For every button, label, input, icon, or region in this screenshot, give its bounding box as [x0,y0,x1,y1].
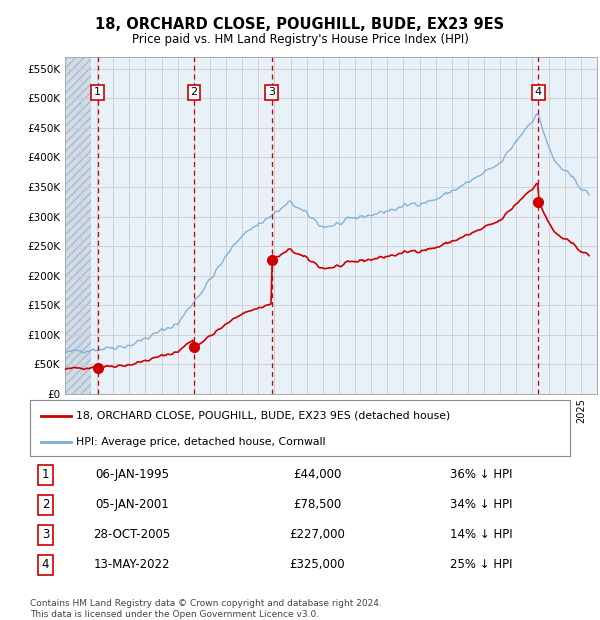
Text: Contains HM Land Registry data © Crown copyright and database right 2024.
This d: Contains HM Land Registry data © Crown c… [30,599,382,619]
Text: 18, ORCHARD CLOSE, POUGHILL, BUDE, EX23 9ES (detached house): 18, ORCHARD CLOSE, POUGHILL, BUDE, EX23 … [76,410,450,420]
Text: 2: 2 [42,498,49,511]
Text: HPI: Average price, detached house, Cornwall: HPI: Average price, detached house, Corn… [76,436,325,447]
Text: 36% ↓ HPI: 36% ↓ HPI [449,469,512,482]
Text: 28-OCT-2005: 28-OCT-2005 [94,528,171,541]
Text: 4: 4 [535,87,542,97]
Text: 4: 4 [42,558,49,571]
Text: £325,000: £325,000 [289,558,345,571]
Text: 2: 2 [190,87,197,97]
Text: 3: 3 [42,528,49,541]
Text: 1: 1 [42,469,49,482]
Text: £227,000: £227,000 [289,528,345,541]
Text: 3: 3 [268,87,275,97]
Text: 25% ↓ HPI: 25% ↓ HPI [449,558,512,571]
Text: £44,000: £44,000 [293,469,341,482]
Text: 13-MAY-2022: 13-MAY-2022 [94,558,170,571]
Text: 18, ORCHARD CLOSE, POUGHILL, BUDE, EX23 9ES: 18, ORCHARD CLOSE, POUGHILL, BUDE, EX23 … [95,17,505,32]
Text: 34% ↓ HPI: 34% ↓ HPI [449,498,512,511]
Text: 14% ↓ HPI: 14% ↓ HPI [449,528,512,541]
Text: Price paid vs. HM Land Registry's House Price Index (HPI): Price paid vs. HM Land Registry's House … [131,33,469,45]
Text: £78,500: £78,500 [293,498,341,511]
Text: 06-JAN-1995: 06-JAN-1995 [95,469,169,482]
Text: 1: 1 [94,87,101,97]
Text: 05-JAN-2001: 05-JAN-2001 [95,498,169,511]
